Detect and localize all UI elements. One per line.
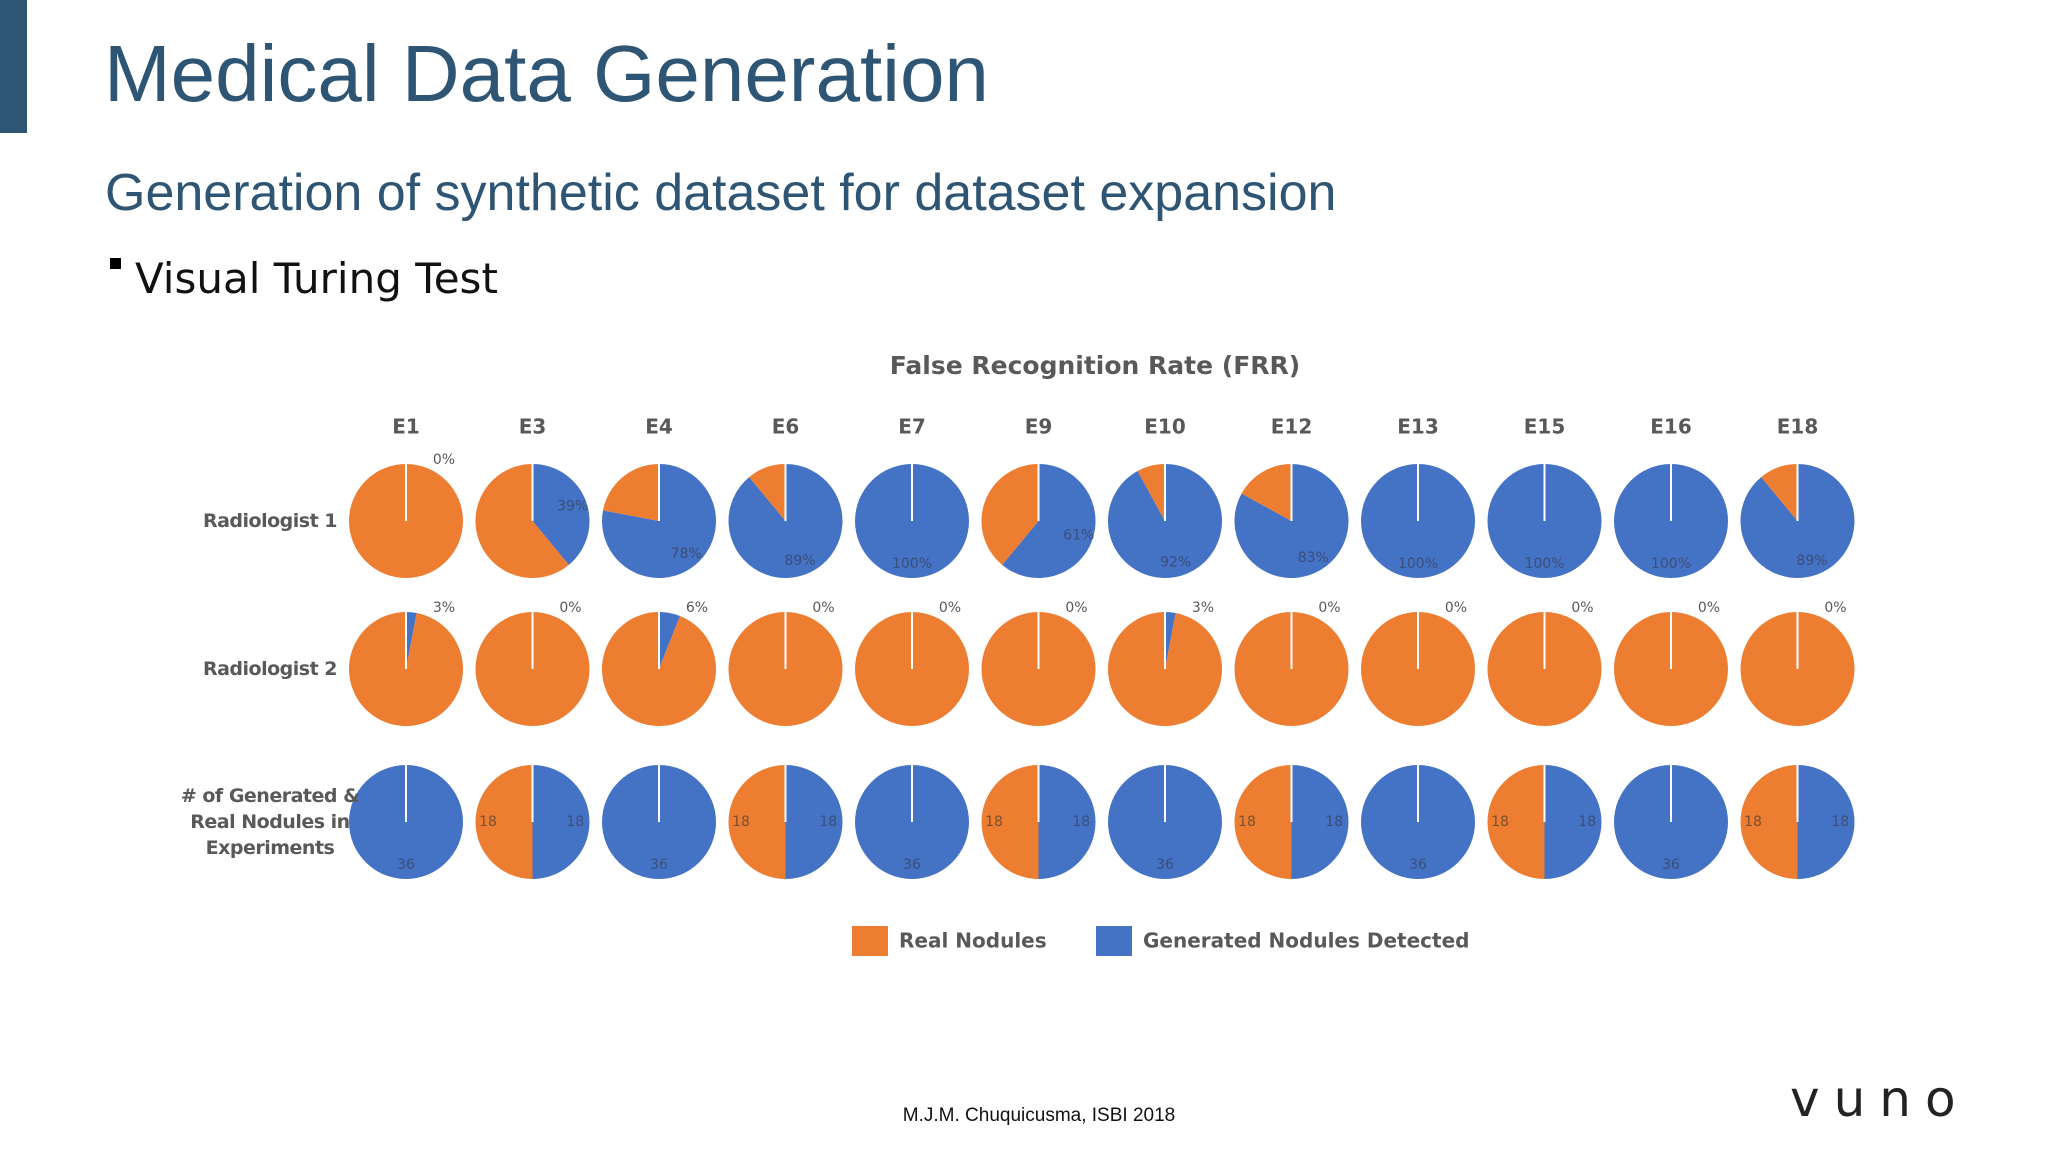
data-label: 36	[1662, 857, 1680, 873]
legend-swatch	[1096, 926, 1132, 956]
column-label: E4	[645, 415, 673, 439]
pie-slice-real	[1234, 765, 1292, 879]
column-label: E16	[1650, 415, 1692, 439]
data-label: 61%	[1063, 527, 1094, 543]
data-label: 0%	[812, 600, 834, 616]
pie-slice-real	[1241, 464, 1292, 521]
data-label: 18	[566, 814, 584, 830]
data-label: 0%	[1571, 600, 1593, 616]
pie-slice-generated	[1797, 765, 1855, 879]
pie-slice-real	[749, 464, 786, 521]
chart-title: False Recognition Rate (FRR)	[890, 351, 1300, 380]
data-label: 0%	[1065, 600, 1087, 616]
legend-swatch	[852, 926, 888, 956]
column-label: E6	[772, 415, 800, 439]
column-label: E7	[898, 415, 926, 439]
slide-subtitle: Generation of synthetic dataset for data…	[105, 164, 1337, 222]
pie-slice-generated	[406, 612, 417, 669]
pie-slice-real	[728, 765, 786, 879]
pie-slice-real	[475, 464, 569, 579]
data-label: 18	[985, 814, 1003, 830]
accent-bar	[0, 0, 27, 133]
data-label: 36	[1409, 857, 1427, 873]
column-label: E12	[1271, 415, 1313, 439]
data-label: 89%	[784, 553, 815, 569]
pie-slice-generated	[532, 765, 590, 879]
data-label: 0%	[939, 600, 961, 616]
data-label: 39%	[557, 499, 588, 515]
pie-slice-real	[1740, 765, 1798, 879]
pie-slice-generated	[659, 612, 680, 669]
pie-slice-real	[1487, 765, 1545, 879]
data-label: 0%	[1698, 600, 1720, 616]
data-label: 18	[1491, 814, 1509, 830]
pie-slice-generated	[1038, 765, 1096, 879]
legend-label: Real Nodules	[899, 929, 1047, 953]
pie-slice-generated	[785, 765, 843, 879]
data-label: 100%	[892, 556, 932, 572]
row-label: Radiologist 1	[202, 510, 338, 532]
data-label: 18	[1744, 814, 1762, 830]
data-label: 6%	[686, 600, 708, 616]
data-label: 0%	[559, 600, 581, 616]
pie-slice-real	[475, 765, 533, 879]
pie-slice-real	[981, 765, 1039, 879]
data-label: 36	[1156, 857, 1174, 873]
slide-title: Medical Data Generation	[104, 29, 989, 118]
data-label: 3%	[1192, 600, 1214, 616]
data-label: 0%	[1318, 600, 1340, 616]
column-label: E9	[1025, 415, 1053, 439]
data-label: 18	[479, 814, 497, 830]
data-label: 3%	[433, 600, 455, 616]
data-label: 18	[819, 814, 837, 830]
data-label: 100%	[1398, 556, 1438, 572]
legend-label: Generated Nodules Detected	[1143, 929, 1469, 953]
pie-slice-generated	[1544, 765, 1602, 879]
data-label: 18	[732, 814, 750, 830]
column-label: E15	[1524, 415, 1566, 439]
column-label: E13	[1397, 415, 1439, 439]
pie-slice-real	[1761, 464, 1798, 521]
logo: vuno	[1790, 1070, 1970, 1128]
data-label: 92%	[1160, 554, 1191, 570]
column-label: E10	[1144, 415, 1186, 439]
data-label: 0%	[433, 452, 455, 468]
data-label: 18	[1831, 814, 1849, 830]
data-label: 83%	[1298, 550, 1329, 566]
data-label: 0%	[1445, 600, 1467, 616]
pie-slice-generated	[1165, 612, 1176, 669]
data-label: 18	[1325, 814, 1343, 830]
data-label: 0%	[1824, 600, 1846, 616]
data-label: 100%	[1651, 556, 1691, 572]
pie-slice-generated	[532, 464, 590, 565]
data-label: 89%	[1796, 553, 1827, 569]
row-label: Radiologist 2	[202, 658, 338, 680]
pie-slice-real	[1137, 464, 1165, 521]
footer-citation: M.J.M. Chuquicusma, ISBI 2018	[902, 1105, 1176, 1126]
row-label: # of Generated & Real Nodules in Experim…	[180, 785, 360, 859]
data-label: 36	[903, 857, 921, 873]
data-label: 100%	[1524, 556, 1564, 572]
column-label: E18	[1777, 415, 1819, 439]
pie-slice-generated	[1291, 765, 1349, 879]
pie-slice-real	[603, 464, 659, 521]
data-label: 78%	[671, 546, 702, 562]
bullet-marker	[110, 258, 121, 269]
column-label: E1	[392, 415, 420, 439]
data-label: 18	[1238, 814, 1256, 830]
pie-slice-real	[981, 464, 1039, 565]
data-label: 36	[650, 857, 668, 873]
data-label: 36	[397, 857, 415, 873]
bullet-text: Visual Turing Test	[135, 254, 498, 303]
data-label: 18	[1072, 814, 1090, 830]
column-label: E3	[519, 415, 547, 439]
pie-slice-generated	[1002, 464, 1096, 579]
data-label: 18	[1578, 814, 1596, 830]
